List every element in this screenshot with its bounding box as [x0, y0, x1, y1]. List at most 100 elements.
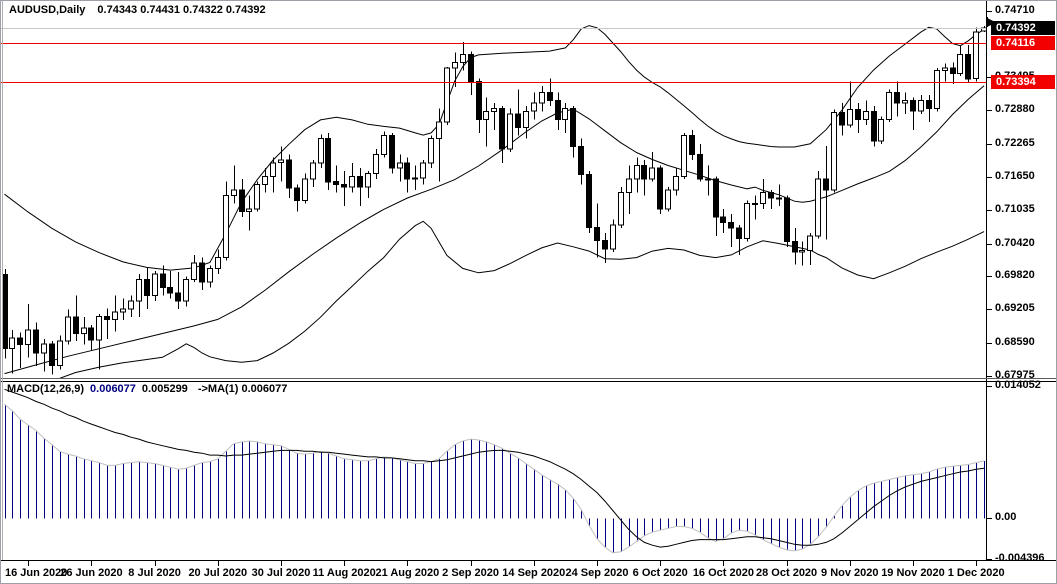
- candle: [436, 108, 442, 182]
- time-axis-label: 28 Oct 2020: [756, 567, 818, 579]
- candle-body-bear: [88, 327, 94, 341]
- time-axis-label: 16 Oct 2020: [692, 567, 754, 579]
- candle: [602, 233, 608, 263]
- candle: [523, 105, 529, 139]
- candle-body-bull: [120, 308, 126, 313]
- candle-body-bear: [950, 67, 956, 74]
- candle: [847, 81, 853, 128]
- candle-body-bull: [863, 110, 869, 120]
- candle: [104, 308, 110, 339]
- candle-body-bull: [957, 53, 963, 74]
- candle: [728, 214, 734, 247]
- candle-body-bull: [452, 62, 458, 69]
- candle: [41, 338, 47, 372]
- candle-body-bull: [128, 300, 134, 310]
- candle-body-bear: [547, 91, 553, 101]
- candle-body-bull: [531, 102, 537, 112]
- candle-body-bear: [499, 108, 505, 150]
- candle: [839, 103, 845, 136]
- candle: [720, 208, 726, 234]
- candle: [539, 85, 545, 112]
- macd-name: MACD(12,26,9): [7, 383, 85, 395]
- candle-body-bull: [381, 135, 387, 156]
- bollinger-lower-band: [59, 220, 985, 378]
- candle-body-bear: [768, 192, 774, 199]
- candle: [294, 184, 300, 212]
- candle-body-bear: [689, 135, 695, 156]
- candle-body-bear: [578, 146, 584, 176]
- candle-body-bear: [570, 108, 576, 147]
- candle: [215, 249, 221, 274]
- time-axis-label: 2 Sep 2020: [442, 567, 500, 579]
- candle: [547, 78, 553, 106]
- candle-body-bull: [262, 175, 268, 185]
- candle-body-bear: [17, 337, 23, 345]
- candle: [333, 165, 339, 193]
- candle-body-bull: [934, 70, 940, 109]
- candle-body-bear: [910, 99, 916, 112]
- candle: [246, 195, 252, 231]
- candle: [736, 225, 742, 255]
- time-axis-label: 14 Sep 2020: [502, 567, 566, 579]
- candle-body-bear: [965, 53, 971, 80]
- candle-body-bear: [728, 221, 734, 229]
- candle: [96, 314, 102, 370]
- candle: [373, 149, 379, 179]
- candle-body-bull: [626, 178, 632, 193]
- candle: [278, 146, 284, 182]
- candle-body-bear: [357, 175, 363, 188]
- candle-body-bear: [894, 91, 900, 104]
- candle-body-bear: [792, 240, 798, 253]
- candle-body-bear: [720, 216, 726, 223]
- candle-body-bear: [239, 189, 245, 213]
- candle-body-bear: [325, 137, 331, 183]
- time-axis-label: 19 Nov 2020: [881, 567, 945, 579]
- candle: [460, 41, 466, 71]
- time-axis-label: 21 Aug 2020: [375, 567, 440, 579]
- candle-body-bear: [286, 159, 292, 189]
- macd-indicator-pane[interactable]: [4, 388, 985, 554]
- price-axis-label: 0.72265: [995, 136, 1035, 149]
- candle-body-bull: [191, 262, 197, 280]
- candle-body-bull: [270, 162, 276, 177]
- candle-body-bear: [468, 53, 474, 83]
- candle: [657, 165, 663, 215]
- candle: [318, 134, 324, 169]
- candle-body-bull: [902, 99, 908, 104]
- candle: [689, 130, 695, 160]
- candle: [681, 132, 687, 179]
- candle-body-bear: [160, 273, 166, 288]
- candle: [618, 187, 624, 228]
- candle: [973, 27, 979, 82]
- candle-body-bull: [365, 173, 371, 188]
- price-axis-label: 0.70420: [995, 236, 1035, 249]
- candle-body-bull: [831, 111, 837, 191]
- candle: [81, 317, 87, 345]
- candle: [950, 62, 956, 85]
- candle: [2, 269, 8, 359]
- candle: [223, 181, 229, 261]
- candle: [799, 241, 805, 266]
- candle: [33, 322, 39, 366]
- candle: [191, 254, 197, 282]
- current-price-tag: 0.74392: [991, 21, 1055, 36]
- candle: [586, 170, 592, 234]
- candle-body-bear: [555, 99, 561, 120]
- candle: [555, 92, 561, 131]
- candle-body-bull: [776, 197, 782, 200]
- candle: [578, 138, 584, 185]
- candle-body-bull: [752, 202, 758, 205]
- time-axis-label: 16 Jun 2020: [5, 567, 68, 579]
- main-price-pane[interactable]: [1, 25, 987, 418]
- candle: [483, 97, 489, 147]
- time-axis-label: 30 Jul 2020: [251, 567, 311, 579]
- candle: [207, 265, 213, 288]
- candle: [120, 298, 126, 320]
- candle: [831, 109, 837, 193]
- candle-body-bear: [594, 226, 600, 241]
- candle-body-bear: [49, 343, 55, 366]
- macd-signal-line: [4, 388, 985, 548]
- candle-body-bear: [199, 262, 205, 283]
- candle-body-bull: [847, 109, 853, 126]
